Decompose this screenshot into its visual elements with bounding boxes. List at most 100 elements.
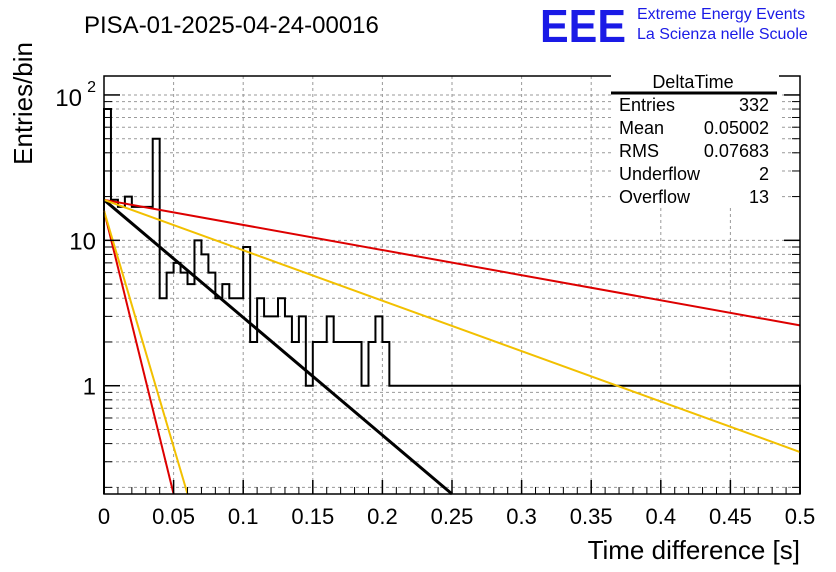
histogram-bin — [403, 386, 410, 494]
histogram-bin — [236, 298, 243, 494]
histogram-bin — [146, 207, 153, 494]
histogram-bin — [494, 386, 501, 494]
histogram-bin — [480, 386, 487, 494]
histogram-bin — [424, 386, 431, 494]
histogram-bin — [375, 316, 382, 494]
histogram-bin — [556, 386, 563, 494]
histogram-bin — [264, 316, 271, 494]
histogram-bin — [723, 386, 730, 494]
x-axis-label: Time difference [s] — [588, 535, 800, 565]
histogram-bin — [313, 342, 320, 494]
histogram-bin — [793, 386, 800, 494]
histogram-bin — [396, 386, 403, 494]
fit-line — [103, 198, 801, 453]
histogram-bin — [473, 386, 480, 494]
histogram-bin — [508, 386, 515, 494]
histogram-bin — [563, 386, 570, 494]
histogram-bin — [243, 247, 250, 494]
histogram-bin — [786, 386, 793, 494]
histogram-bin — [438, 386, 445, 494]
histogram-bin — [605, 386, 612, 494]
eee-logo: EEE — [540, 0, 626, 52]
histogram-bin — [501, 386, 508, 494]
histogram-bin — [382, 342, 389, 494]
histogram-bin — [529, 386, 536, 494]
histogram-bin — [222, 284, 229, 494]
y-tick-label-exponent: 2 — [87, 79, 96, 96]
x-tick-label: 0.35 — [570, 504, 613, 529]
histogram-bin — [744, 386, 751, 494]
histogram-bin — [320, 342, 327, 494]
histogram-bin — [737, 386, 744, 494]
histogram-bin — [389, 386, 396, 494]
histogram-bin — [167, 273, 174, 494]
brand-line-2: La Scienza nelle Scuole — [637, 26, 808, 43]
histogram-bin — [696, 386, 703, 494]
histogram-bin — [542, 386, 549, 494]
stats-box: DeltaTime Entries 332 Mean 0.05002 RMS 0.0768… — [611, 68, 779, 208]
stats-label: Entries — [619, 95, 675, 115]
y-tick-label: 1 — [83, 374, 96, 401]
histogram-bin — [633, 386, 640, 494]
histogram-bin — [334, 342, 341, 494]
histogram-bin — [668, 386, 675, 494]
histogram-bin — [257, 298, 264, 494]
histogram-bin — [348, 342, 355, 494]
histogram-bin — [703, 386, 710, 494]
y-axis-label: Entries/bin — [8, 42, 38, 165]
histogram-bin — [229, 298, 236, 494]
histogram-bin — [772, 386, 779, 494]
histogram-bin — [626, 386, 633, 494]
x-tick-label: 0.45 — [709, 504, 752, 529]
histogram-bin — [536, 386, 543, 494]
histogram-bin — [299, 316, 306, 494]
stats-value: 332 — [739, 95, 769, 115]
histogram-bin — [466, 386, 473, 494]
histogram-bin — [278, 298, 285, 494]
x-tick-label: 0.1 — [228, 504, 259, 529]
histogram-bin — [341, 342, 348, 494]
fit-lines — [103, 198, 801, 496]
stats-title: DeltaTime — [652, 72, 733, 92]
histogram-bin — [410, 386, 417, 494]
histogram-bin — [125, 197, 132, 494]
histogram-bin — [779, 386, 786, 494]
histogram-bin — [188, 284, 195, 494]
y-tick-label: 10 — [69, 228, 96, 255]
stats-value: 13 — [749, 187, 769, 207]
histogram-bin — [208, 273, 215, 494]
histogram-bin — [522, 386, 529, 494]
x-tick-label: 0.15 — [291, 504, 334, 529]
histogram-bin — [689, 386, 696, 494]
run-title: PISA-01-2025-04-24-00016 — [84, 12, 379, 39]
stats-label: Underflow — [619, 164, 701, 184]
histogram-bin — [201, 254, 208, 494]
histogram-outline — [103, 108, 801, 494]
histogram-bin — [591, 386, 598, 494]
fit-line — [103, 210, 175, 495]
histogram-bin — [118, 207, 125, 494]
histogram-bin — [452, 386, 459, 494]
histogram-bin — [362, 386, 369, 494]
x-tick-label: 0.25 — [431, 504, 474, 529]
histogram-bin — [640, 386, 647, 494]
axes: 0 0.05 0.1 0.15 0.2 0.25 0.3 0.35 0.4 0.45 0.5 1 10 1… — [55, 79, 815, 529]
x-tick-label: 0.5 — [785, 504, 816, 529]
histogram-bin — [675, 386, 682, 494]
histogram-bin — [730, 386, 737, 494]
x-tick-label: 0.3 — [506, 504, 537, 529]
histogram-bin — [751, 386, 758, 494]
histogram-bin — [285, 316, 292, 494]
histogram-bin — [716, 386, 723, 494]
stats-value: 2 — [759, 164, 769, 184]
x-tick-label: 0.4 — [646, 504, 677, 529]
histogram-bin — [710, 386, 717, 494]
histogram-bin — [250, 342, 257, 494]
histogram-bin — [598, 386, 605, 494]
histogram-bin — [306, 386, 313, 494]
stats-label: Mean — [619, 118, 664, 138]
histogram-bin — [104, 109, 111, 494]
stats-value: 0.07683 — [704, 141, 769, 161]
histogram-bin — [682, 386, 689, 494]
